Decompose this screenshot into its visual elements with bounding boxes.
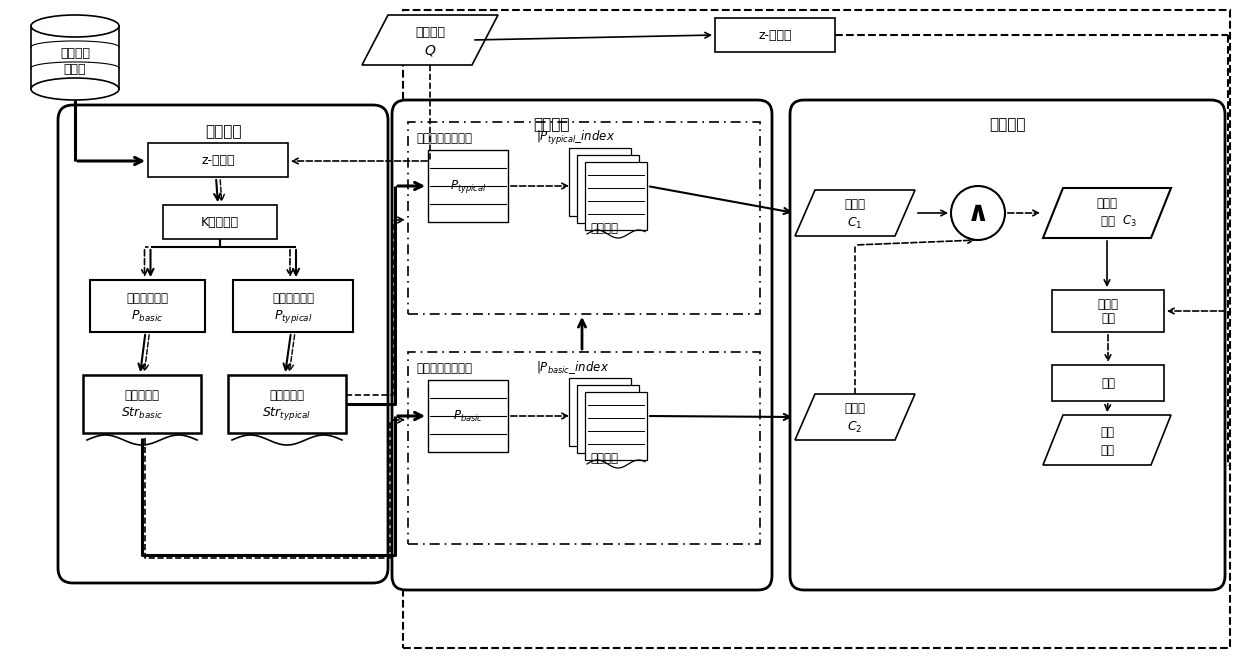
Text: K线图表示: K线图表示 [201,215,239,229]
Text: 典型模式倒排索引: 典型模式倒排索引 [415,132,472,144]
Text: 基本字符串: 基本字符串 [124,388,160,402]
Text: $|P_{basic}\_index$: $|P_{basic}\_index$ [536,360,609,376]
Text: z-规范化: z-规范化 [758,29,792,41]
Polygon shape [1043,188,1171,238]
FancyBboxPatch shape [585,162,647,230]
FancyBboxPatch shape [91,280,205,332]
FancyBboxPatch shape [585,392,647,460]
Text: $P_{basic}$: $P_{basic}$ [453,408,484,424]
FancyBboxPatch shape [428,380,508,452]
Text: 提取典型模式: 提取典型模式 [272,291,314,305]
Text: 候选集: 候选集 [844,402,866,414]
Text: 查询处理: 查询处理 [990,118,1025,132]
Text: $Str_{typical}$: $Str_{typical}$ [263,404,311,422]
Text: 最终候: 最终候 [1096,196,1117,209]
Text: $|P_{typical}\_index$: $|P_{typical}\_index$ [536,129,615,147]
Bar [403,10,1230,648]
Text: 金融时序: 金融时序 [60,47,91,59]
FancyBboxPatch shape [1052,290,1164,332]
Text: 相似性: 相似性 [1097,297,1118,311]
Text: ∧: ∧ [967,199,990,227]
FancyBboxPatch shape [1052,365,1164,401]
Polygon shape [362,15,498,65]
FancyBboxPatch shape [58,105,388,583]
Polygon shape [795,190,915,236]
Text: 查询序列: 查询序列 [415,25,445,39]
Text: 索引文件: 索引文件 [590,452,618,464]
Text: $C_3$: $C_3$ [1122,213,1136,229]
FancyBboxPatch shape [148,143,288,177]
Text: 查询: 查询 [1100,426,1114,438]
Text: $Q$: $Q$ [424,43,436,57]
Text: $P_{basic}$: $P_{basic}$ [131,309,164,324]
FancyBboxPatch shape [577,155,639,223]
Text: 典型字符串: 典型字符串 [269,388,305,402]
FancyBboxPatch shape [83,375,201,433]
Text: 特征提取: 特征提取 [205,124,242,140]
FancyBboxPatch shape [569,148,631,216]
Text: 排序: 排序 [1101,376,1115,390]
FancyBboxPatch shape [233,280,353,332]
Text: 索引构建: 索引构建 [533,118,570,132]
Text: $P_{typical}$: $P_{typical}$ [274,307,312,325]
FancyBboxPatch shape [715,18,835,52]
Polygon shape [1043,415,1171,465]
Text: $Str_{basic}$: $Str_{basic}$ [120,406,164,420]
Ellipse shape [31,78,119,100]
FancyBboxPatch shape [428,150,508,222]
Text: 结果: 结果 [1100,444,1114,456]
Circle shape [951,186,1004,240]
FancyBboxPatch shape [228,375,346,433]
Text: 基本模式倒排索引: 基本模式倒排索引 [415,362,472,374]
Text: $C_1$: $C_1$ [847,215,863,231]
Text: z-规范化: z-规范化 [201,154,234,166]
Text: 数据库: 数据库 [63,63,87,76]
FancyBboxPatch shape [162,205,277,239]
Bar [31,26,119,89]
Text: $P_{typical}$: $P_{typical}$ [450,178,486,194]
Ellipse shape [31,15,119,37]
Text: 索引文件: 索引文件 [590,221,618,235]
FancyBboxPatch shape [569,378,631,446]
Polygon shape [795,394,915,440]
Text: 候选集: 候选集 [844,198,866,211]
Text: 提取基本模式: 提取基本模式 [126,291,169,305]
FancyBboxPatch shape [577,385,639,453]
Text: 选集: 选集 [1101,215,1118,227]
Text: $C_2$: $C_2$ [847,420,863,434]
FancyBboxPatch shape [790,100,1225,590]
FancyBboxPatch shape [392,100,773,590]
Text: 度量: 度量 [1101,311,1115,325]
